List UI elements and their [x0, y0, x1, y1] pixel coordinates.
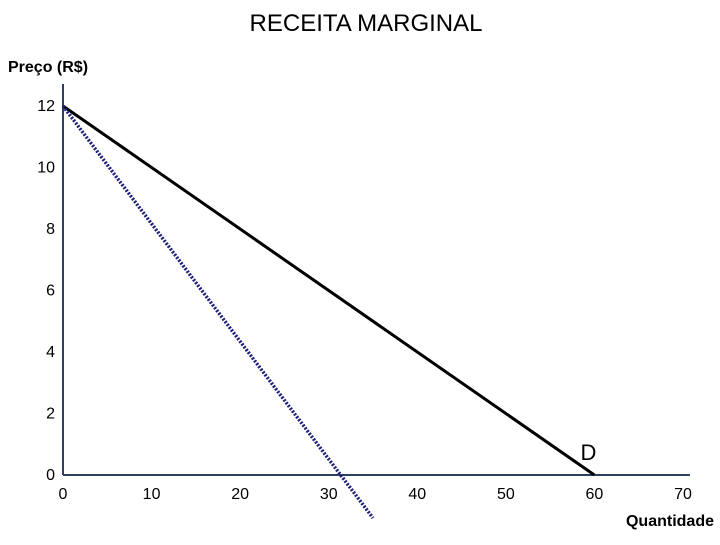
marginal-revenue-line	[61, 104, 375, 520]
demand-line	[62, 104, 596, 477]
y-axis-label: Preço (R$)	[8, 59, 88, 76]
x-tick-label: 30	[320, 486, 338, 503]
x-tick-label: 60	[586, 486, 604, 503]
x-tick-label: 70	[674, 486, 692, 503]
x-tick-label: 10	[143, 486, 161, 503]
y-tick-label: 8	[46, 221, 55, 238]
x-tick-label: 50	[497, 486, 515, 503]
x-tick-label: 20	[231, 486, 249, 503]
chart-title: RECEITA MARGINAL	[250, 10, 483, 37]
y-tick-label: 0	[46, 467, 55, 484]
y-tick-label: 4	[46, 344, 55, 361]
demand-label: D	[580, 440, 596, 465]
y-tick-label: 2	[46, 406, 55, 423]
y-tick-label: 6	[46, 283, 55, 300]
y-tick-label: 10	[37, 160, 55, 177]
x-tick-label: 40	[408, 486, 426, 503]
plot-area: 0 2 4 6 8 10 12 0 10 20 30 40 50 60 70 D	[37, 84, 692, 520]
x-tick-label: 0	[59, 486, 68, 503]
y-tick-label: 12	[37, 98, 55, 115]
x-axis-label: Quantidade	[626, 513, 714, 530]
